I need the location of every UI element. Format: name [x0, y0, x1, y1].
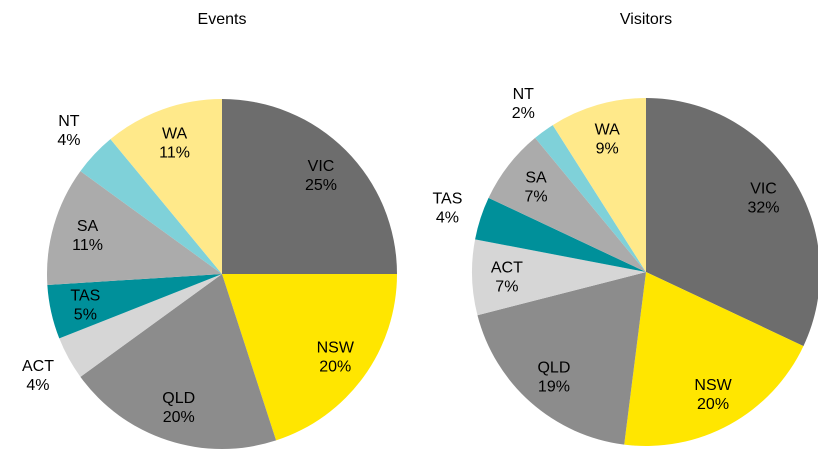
slice-label: WA — [595, 121, 621, 138]
slice-value: 4% — [57, 132, 80, 149]
slice-label: TAS — [70, 288, 100, 305]
pie-slice — [222, 99, 397, 274]
pie-slice — [488, 137, 646, 272]
pie-slice — [80, 274, 277, 449]
slice-label: VIC — [308, 158, 335, 175]
pie-slice — [222, 274, 397, 441]
slice-value: 7% — [495, 278, 518, 295]
chart-title: Visitors — [620, 11, 672, 28]
chart-title: Events — [198, 11, 247, 28]
slice-value: 4% — [436, 209, 459, 226]
pie-slice — [477, 272, 646, 445]
slice-value: 32% — [748, 199, 780, 216]
slice-value: 19% — [538, 378, 570, 395]
slice-label: NT — [513, 86, 535, 103]
slice-value: 20% — [697, 396, 729, 413]
pie-slice — [59, 274, 222, 377]
slice-value: 2% — [512, 105, 535, 122]
slice-value: 25% — [305, 177, 337, 194]
slice-label: TAS — [432, 190, 462, 207]
pie-slice — [471, 239, 646, 316]
pie-slice — [646, 98, 818, 347]
slice-label: ACT — [22, 358, 54, 375]
slice-label: NT — [58, 113, 80, 130]
slice-value: 20% — [319, 358, 351, 375]
slice-label: SA — [525, 170, 547, 187]
slice-value: 20% — [163, 409, 195, 426]
slice-value: 7% — [524, 189, 547, 206]
pie-slice — [552, 98, 646, 272]
slice-value: 5% — [74, 307, 97, 324]
pie-slice — [624, 272, 804, 446]
pie-slice — [46, 171, 222, 285]
pie-slice — [80, 139, 222, 274]
pie-slice — [535, 125, 646, 272]
pie-slice — [47, 274, 222, 339]
slice-label: QLD — [162, 390, 195, 407]
slice-value: 9% — [596, 140, 619, 157]
slice-label: ACT — [491, 259, 523, 276]
pie-slice — [110, 99, 222, 274]
slice-label: NSW — [317, 339, 355, 356]
slice-value: 11% — [159, 144, 190, 161]
slice-label: WA — [162, 125, 188, 142]
slice-label: SA — [77, 218, 99, 235]
pie-slice — [475, 197, 646, 272]
slice-value: 4% — [26, 377, 49, 394]
slice-label: VIC — [750, 180, 777, 197]
slice-label: QLD — [537, 359, 570, 376]
slice-label: NSW — [694, 377, 732, 394]
slice-value: 11% — [72, 237, 103, 254]
